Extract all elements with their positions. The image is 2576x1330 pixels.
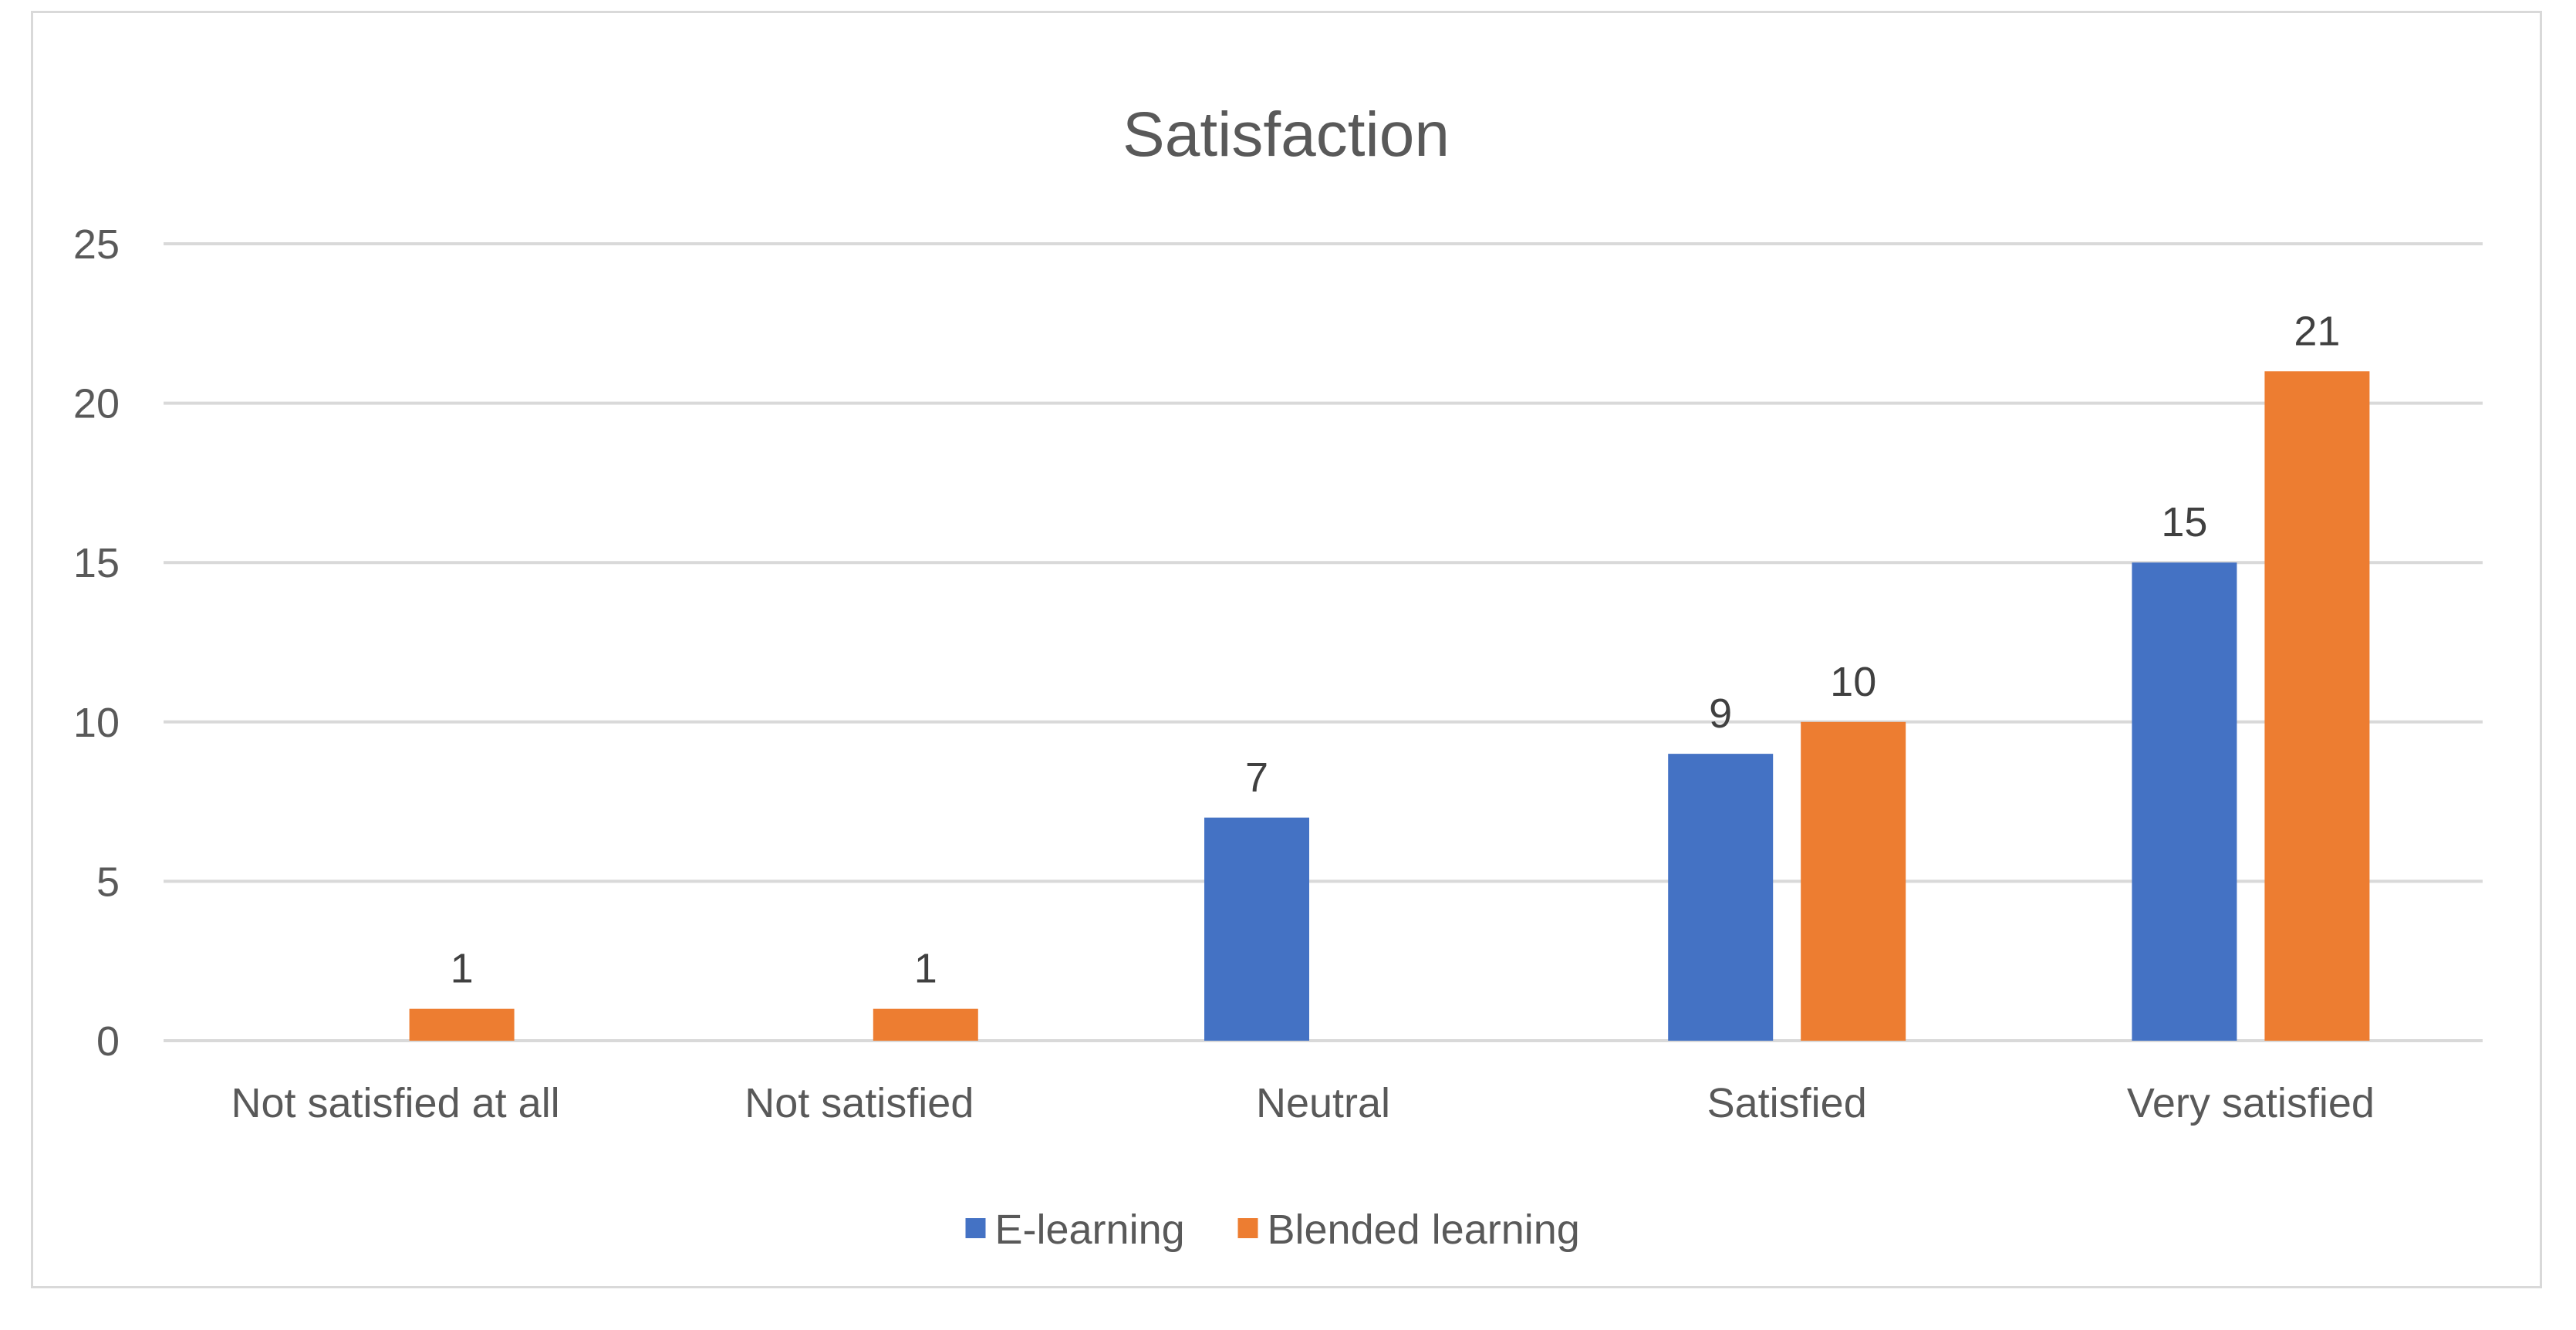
y-tick-label: 25 bbox=[73, 221, 120, 268]
data-label: 21 bbox=[2294, 308, 2340, 354]
bar-e-learning-3 bbox=[1668, 754, 1774, 1041]
x-tick-label: Very satisfied bbox=[2127, 1080, 2375, 1126]
gridlines bbox=[164, 242, 2483, 1042]
y-axis-ticks: 0 5 10 15 20 25 bbox=[73, 221, 120, 1065]
y-tick-label: 20 bbox=[73, 381, 120, 427]
bar-blended-learning-0 bbox=[409, 1008, 515, 1041]
x-axis-ticks: Not satisfied at all Not satisfied Neutral… bbox=[231, 1080, 2374, 1126]
y-tick-label: 15 bbox=[73, 540, 120, 586]
data-label: 1 bbox=[914, 946, 937, 992]
data-label: 9 bbox=[1709, 690, 1732, 737]
bar-e-learning-2 bbox=[1204, 817, 1309, 1041]
bar-blended-learning-1 bbox=[873, 1008, 978, 1041]
data-label: 1 bbox=[451, 946, 474, 992]
legend-swatch-blended-learning bbox=[1237, 1218, 1258, 1238]
chart-title: Satisfaction bbox=[1123, 100, 1450, 170]
legend-label: E-learning bbox=[995, 1207, 1185, 1253]
bar-e-learning-4 bbox=[2132, 562, 2237, 1041]
data-label: 7 bbox=[1245, 754, 1268, 801]
x-tick-label: Not satisfied at all bbox=[231, 1080, 559, 1126]
legend-label: Blended learning bbox=[1268, 1207, 1580, 1253]
x-tick-label: Not satisfied bbox=[744, 1080, 974, 1126]
chart-frame bbox=[31, 11, 2542, 1288]
x-tick-label: Neutral bbox=[1256, 1080, 1390, 1126]
y-tick-label: 0 bbox=[96, 1018, 120, 1065]
x-tick-label: Satisfied bbox=[1707, 1080, 1867, 1126]
bar-blended-learning-4 bbox=[2264, 371, 2370, 1041]
data-label: 10 bbox=[1830, 659, 1876, 705]
data-labels: 1 1 7 9 10 15 21 bbox=[451, 308, 2341, 991]
data-label: 15 bbox=[2161, 499, 2207, 545]
y-tick-label: 5 bbox=[96, 859, 120, 905]
bars bbox=[409, 371, 2370, 1041]
y-tick-label: 10 bbox=[73, 700, 120, 746]
legend: E-learning Blended learning bbox=[965, 1207, 1580, 1253]
bar-blended-learning-3 bbox=[1801, 721, 1906, 1041]
legend-swatch-e-learning bbox=[965, 1218, 986, 1238]
